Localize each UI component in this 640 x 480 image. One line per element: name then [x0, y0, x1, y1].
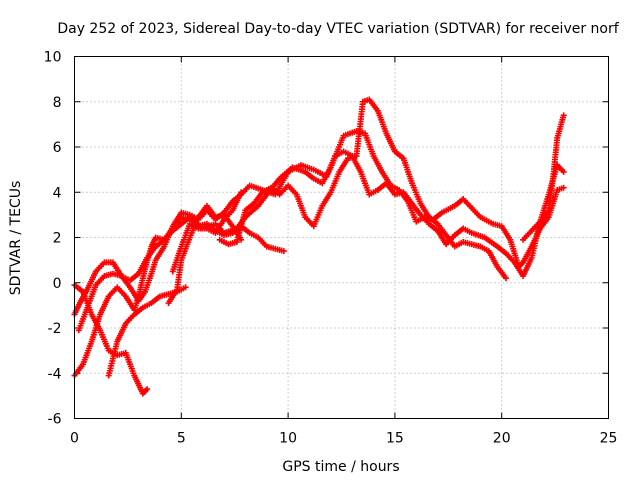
y-tick-label: 0: [53, 276, 62, 292]
data-point-marker: [144, 386, 151, 393]
series-arc-2: [71, 148, 567, 318]
y-tick-label: -4: [48, 366, 62, 382]
grid-layer: [74, 56, 609, 419]
x-tick-label: 15: [386, 431, 404, 447]
series-arc-8: [216, 96, 509, 282]
y-tick-label: 8: [53, 95, 62, 111]
y-axis-label: SDTVAR / TECUs: [8, 181, 24, 296]
data-point-marker: [560, 112, 567, 119]
x-axis-label: GPS time / hours: [282, 459, 399, 475]
x-tick-label: 20: [493, 431, 511, 447]
y-tick-label: -2: [48, 321, 62, 337]
series-layer: [71, 96, 567, 397]
y-tick-label: 10: [44, 50, 62, 66]
x-tick-label: 10: [279, 431, 297, 447]
data-point-marker: [182, 284, 189, 291]
series-arc-5: [105, 284, 189, 379]
y-tick-label: 6: [53, 140, 62, 156]
data-point-marker: [502, 275, 509, 282]
data-point-marker: [280, 248, 287, 255]
series-arc-7: [169, 189, 245, 275]
plot-frame: [74, 56, 609, 419]
data-point-marker: [238, 189, 245, 196]
y-tick-label: 2: [53, 231, 62, 247]
data-point-marker: [560, 168, 567, 175]
x-tick-label: 5: [177, 431, 186, 447]
tick-layer: 0 5 10 15 20 25 -6 -4 -2 0 2 4 6 8 10: [44, 50, 618, 447]
series-arc-9: [520, 112, 567, 243]
chart-title: Day 252 of 2023, Sidereal Day-to-day VTE…: [57, 21, 619, 37]
x-tick-label: 0: [70, 431, 79, 447]
y-tick-label: 4: [53, 185, 62, 201]
x-tick-label: 25: [600, 431, 618, 447]
y-tick-label: -6: [48, 412, 62, 428]
series-arc-4: [75, 214, 287, 334]
data-point-marker: [560, 184, 567, 191]
